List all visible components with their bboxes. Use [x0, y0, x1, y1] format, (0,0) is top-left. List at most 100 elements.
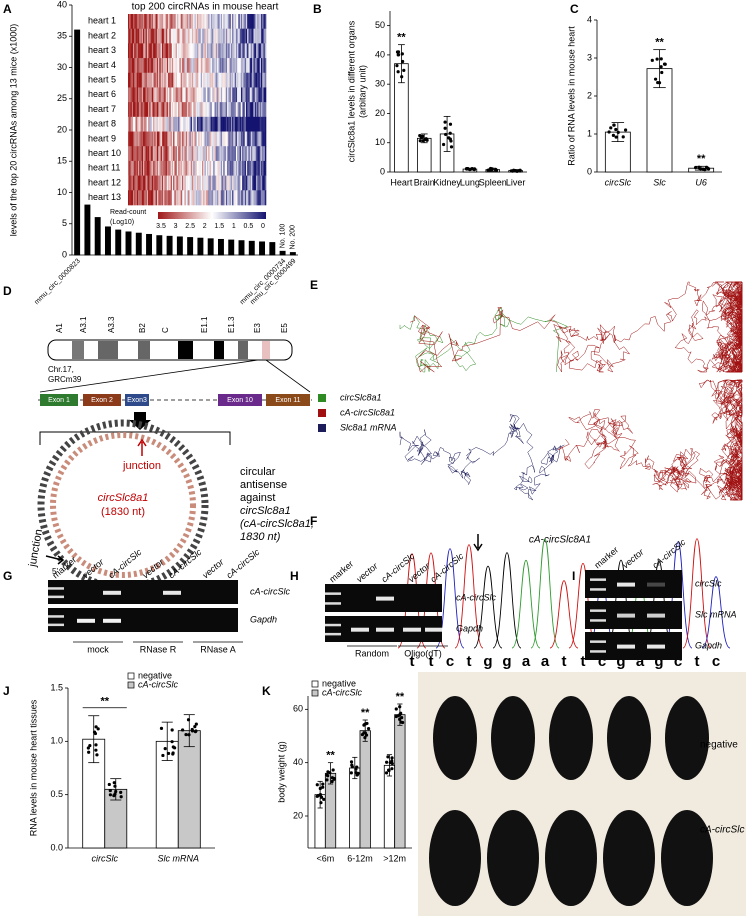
heatmap-cell	[149, 72, 151, 88]
heatmap-cell	[222, 102, 224, 118]
heatmap-cell	[184, 43, 187, 59]
heatmap-cell	[136, 116, 139, 132]
heatmap-row-label: heart 5	[88, 74, 116, 84]
heatmap-cell	[160, 175, 163, 191]
heatmap-cell	[129, 14, 131, 29]
heatmap-row-label: heart 7	[88, 104, 116, 114]
band-label: A3.1	[79, 316, 88, 333]
heatmap-row-label: heart 10	[88, 148, 121, 158]
heatmap-cell	[219, 72, 222, 88]
dot	[321, 782, 325, 786]
heatmap-cell	[227, 160, 229, 176]
mouse	[487, 810, 539, 906]
y-tick-label: 0	[587, 166, 592, 176]
heatmap-cell	[205, 14, 208, 29]
heatmap-cell	[210, 14, 213, 29]
heatmap-cell	[202, 28, 204, 44]
heatmap-cell	[179, 160, 181, 176]
group-label: mock	[87, 644, 109, 654]
heatmap-cell	[136, 175, 139, 191]
heatmap-cell	[213, 58, 215, 74]
dot	[449, 145, 454, 149]
heatmap-cell	[164, 58, 166, 74]
heatmap-cell	[136, 87, 139, 103]
heatmap-cell	[175, 175, 178, 191]
heatmap-cell	[149, 131, 151, 147]
heatmap-cell	[173, 28, 175, 44]
heatmap-cell	[185, 14, 188, 29]
heatmap-cell	[156, 28, 159, 44]
heatmap-cell	[243, 58, 245, 74]
heatmap-cell	[184, 58, 187, 74]
heatmap-cell	[133, 131, 135, 147]
bar	[197, 237, 204, 256]
chromosome-band	[72, 341, 84, 359]
heatmap-cell	[170, 175, 173, 191]
heatmap-cell	[258, 58, 261, 74]
heatmap-cell	[207, 146, 209, 162]
heatmap-cell	[253, 102, 256, 118]
heatmap-cell	[184, 14, 187, 29]
heatmap-cell	[237, 14, 239, 29]
dot	[94, 725, 98, 729]
heatmap-cell	[159, 146, 161, 162]
band-label: A3.3	[107, 316, 116, 333]
legend-label: cA-circSlc	[322, 687, 362, 697]
heatmap-cell	[143, 190, 145, 206]
dot	[400, 75, 404, 79]
heatmap-cell	[173, 160, 175, 176]
heatmap-cell	[204, 28, 207, 44]
heatmap-cell	[134, 190, 136, 206]
heatmap-cell	[257, 190, 259, 206]
heatmap-cell	[146, 160, 149, 176]
heatmap-cell	[237, 116, 239, 132]
heatmap-cell	[197, 102, 199, 118]
heatmap-cell	[166, 131, 169, 147]
dot	[614, 127, 618, 132]
description: antisense	[240, 479, 287, 491]
heatmap-cell	[220, 28, 223, 44]
heatmap-cell	[144, 87, 146, 103]
heatmap-cell	[252, 43, 254, 59]
heatmap-cell	[202, 146, 204, 162]
dot	[354, 767, 358, 771]
bar	[248, 240, 255, 256]
heatmap-cell	[148, 102, 150, 118]
heatmap-cell	[155, 14, 158, 29]
heatmap-cell	[218, 190, 220, 206]
heatmap-cell	[257, 160, 259, 176]
heatmap-cell	[207, 28, 209, 44]
heatmap-cell	[210, 87, 213, 103]
heatmap-cell	[237, 146, 239, 162]
heatmap-cell	[150, 146, 153, 162]
heatmap-cell	[204, 190, 207, 206]
heatmap-cell	[249, 116, 252, 132]
heatmap-cell	[165, 116, 168, 132]
heatmap-cell	[130, 102, 133, 118]
heatmap-cell	[217, 175, 219, 191]
peak	[492, 552, 522, 649]
heatmap-cell	[244, 43, 247, 59]
heatmap-cell	[230, 116, 233, 132]
heatmap-cell	[163, 175, 165, 191]
heatmap-cell	[198, 175, 200, 191]
heatmap-cell	[188, 116, 190, 132]
heatmap-cell	[189, 102, 192, 118]
heatmap-cell	[170, 72, 173, 88]
heatmap-cell	[249, 72, 252, 88]
heatmap-cell	[175, 58, 178, 74]
heatmap-cell	[153, 58, 155, 74]
heatmap-cell	[135, 131, 138, 147]
heatmap-cell	[253, 131, 256, 147]
heatmap-cell	[229, 131, 232, 147]
chromosome-band	[238, 341, 248, 359]
bar	[94, 217, 101, 256]
band	[77, 618, 95, 623]
heatmap-cell	[217, 14, 219, 29]
lane-label: cA-circSlc	[106, 547, 143, 581]
heatmap-cell	[229, 160, 232, 176]
heatmap-cell	[203, 175, 205, 191]
heatmap-cell	[148, 72, 150, 88]
heatmap-row-label: heart 13	[88, 192, 121, 202]
heatmap-cell	[213, 116, 215, 132]
